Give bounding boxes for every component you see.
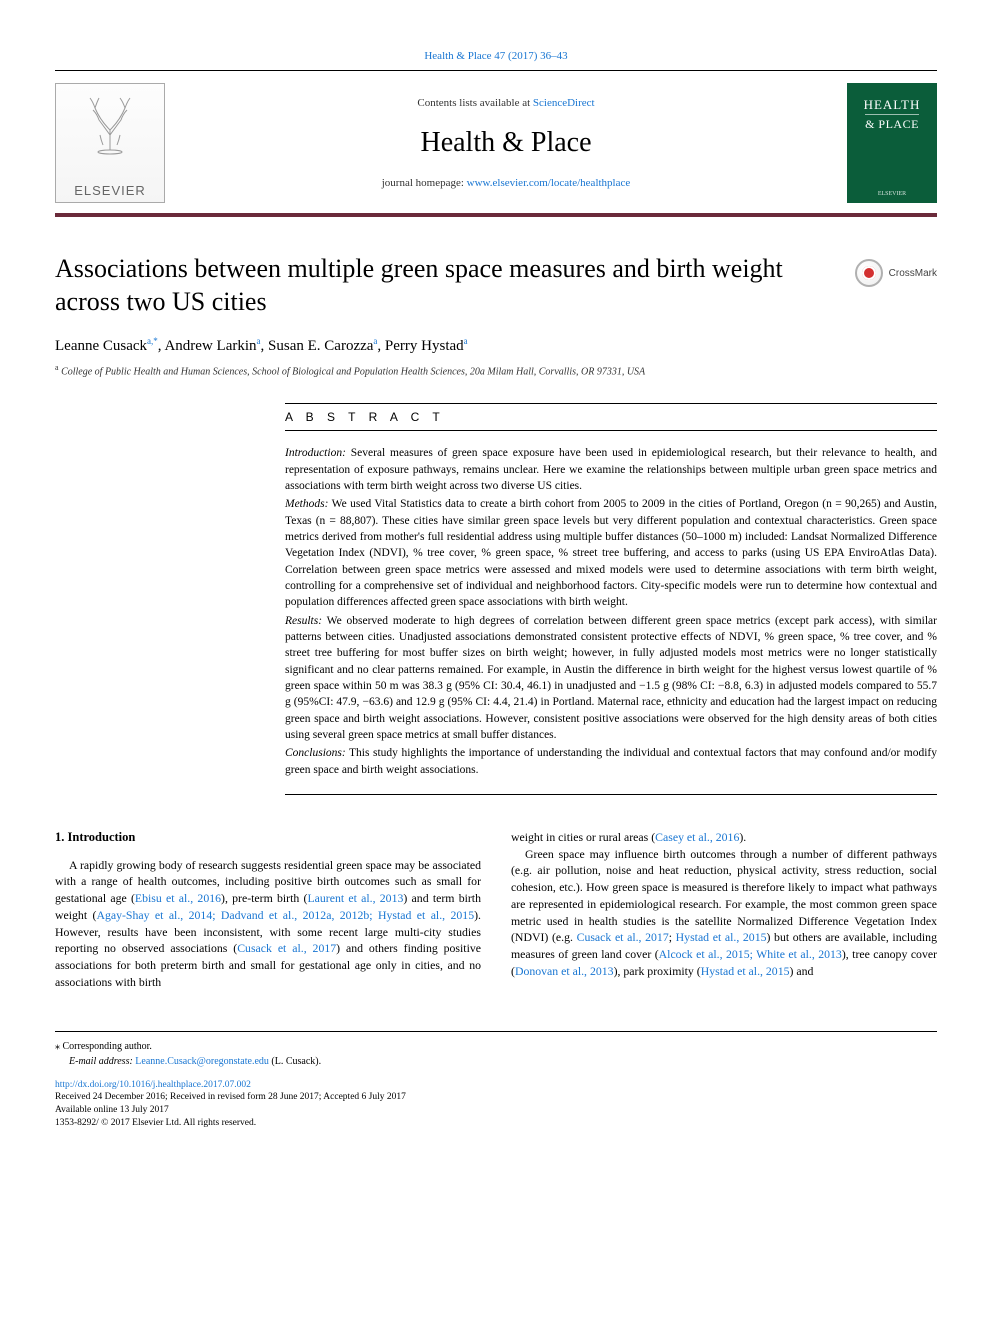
body-columns: 1. Introduction A rapidly growing body o… <box>55 829 937 991</box>
abs-results-label: Results: <box>285 615 322 627</box>
homepage-line: journal homepage: www.elsevier.com/locat… <box>185 177 827 189</box>
publication-info: http://dx.doi.org/10.1016/j.healthplace.… <box>55 1079 937 1130</box>
abs-results-text: We observed moderate to high degrees of … <box>285 615 937 741</box>
column-right: weight in cities or rural areas (Casey e… <box>511 829 937 991</box>
copyright: 1353-8292/ © 2017 Elsevier Ltd. All righ… <box>55 1117 937 1130</box>
abstract-heading: A B S T R A C T <box>285 403 937 431</box>
online-date: Available online 13 July 2017 <box>55 1104 937 1117</box>
ref-hystad2[interactable]: Hystad et al., 2015 <box>701 964 790 978</box>
journal-citation: Health & Place 47 (2017) 36–43 <box>55 50 937 62</box>
abs-intro-label: Introduction: <box>285 447 346 459</box>
ref-hystad[interactable]: Hystad et al., 2015 <box>676 930 767 944</box>
abstract-section: A B S T R A C T Introduction: Several me… <box>285 403 937 795</box>
journal-header: ELSEVIER Contents lists available at Sci… <box>55 70 937 217</box>
homepage-link[interactable]: www.elsevier.com/locate/healthplace <box>467 177 631 189</box>
abs-intro-text: Several measures of green space exposure… <box>285 447 937 492</box>
homepage-prefix: journal homepage: <box>382 177 467 189</box>
ref-donovan[interactable]: Donovan et al., 2013 <box>515 964 614 978</box>
column-left: 1. Introduction A rapidly growing body o… <box>55 829 481 991</box>
abs-methods-label: Methods: <box>285 498 328 510</box>
article-history: Received 24 December 2016; Received in r… <box>55 1091 937 1104</box>
elsevier-tree-icon <box>75 90 145 167</box>
ref-ebisu[interactable]: Ebisu et al., 2016 <box>135 891 221 905</box>
author-list: Leanne Cusacka,*, Andrew Larkina, Susan … <box>55 336 937 355</box>
affiliation-text: College of Public Health and Human Scien… <box>59 366 646 377</box>
intro-paragraph-2: Green space may influence birth outcomes… <box>511 846 937 980</box>
abs-conclusions-text: This study highlights the importance of … <box>285 747 937 775</box>
intro-heading: 1. Introduction <box>55 829 481 847</box>
ref-cusack2[interactable]: Cusack et al., 2017 <box>577 930 669 944</box>
page-container: Health & Place 47 (2017) 36–43 ELSEVIER … <box>0 0 992 1160</box>
corresponding-author-note: ⁎ Corresponding author. <box>55 1040 937 1054</box>
intro-paragraph-1-cont: weight in cities or rural areas (Casey e… <box>511 829 937 846</box>
cover-title-line2: & PLACE <box>865 114 919 132</box>
article-title: Associations between multiple green spac… <box>55 253 855 318</box>
crossmark-label: CrossMark <box>889 268 937 279</box>
ref-casey[interactable]: Casey et al., 2016 <box>655 830 739 844</box>
email-suffix: (L. Cusack). <box>269 1056 321 1067</box>
doi-link[interactable]: http://dx.doi.org/10.1016/j.healthplace.… <box>55 1079 937 1092</box>
crossmark-icon <box>855 259 883 287</box>
crossmark-badge[interactable]: CrossMark <box>855 259 937 287</box>
ref-cusack[interactable]: Cusack et al., 2017 <box>237 941 336 955</box>
cover-title-line1: HEALTH <box>864 97 921 113</box>
contents-prefix: Contents lists available at <box>417 97 532 109</box>
email-line: E-mail address: Leanne.Cusack@oregonstat… <box>55 1055 937 1069</box>
ref-laurent[interactable]: Laurent et al., 2013 <box>307 891 403 905</box>
cover-publisher: ELSEVIER <box>878 191 906 197</box>
abstract-body: Introduction: Several measures of green … <box>285 445 937 795</box>
journal-cover-thumbnail: HEALTH & PLACE ELSEVIER <box>847 83 937 203</box>
email-link[interactable]: Leanne.Cusack@oregonstate.edu <box>135 1056 269 1067</box>
ref-agayshay[interactable]: Agay-Shay et al., 2014; Dadvand et al., … <box>96 908 474 922</box>
affiliation: a College of Public Health and Human Sci… <box>55 363 937 377</box>
journal-name: Health & Place <box>185 127 827 159</box>
sciencedirect-link[interactable]: ScienceDirect <box>533 97 595 109</box>
footnotes: ⁎ Corresponding author. E-mail address: … <box>55 1031 937 1130</box>
abs-conclusions-label: Conclusions: <box>285 747 346 759</box>
journal-citation-link[interactable]: Health & Place 47 (2017) 36–43 <box>424 50 567 62</box>
elsevier-wordmark: ELSEVIER <box>74 183 146 198</box>
header-center: Contents lists available at ScienceDirec… <box>165 97 847 189</box>
title-row: Associations between multiple green spac… <box>55 253 937 318</box>
email-label: E-mail address: <box>69 1056 135 1067</box>
intro-paragraph-1: A rapidly growing body of research sugge… <box>55 857 481 991</box>
contents-line: Contents lists available at ScienceDirec… <box>185 97 827 109</box>
elsevier-logo: ELSEVIER <box>55 83 165 203</box>
abs-methods-text: We used Vital Statistics data to create … <box>285 498 937 608</box>
ref-alcock[interactable]: Alcock et al., 2015; White et al., 2013 <box>659 947 842 961</box>
